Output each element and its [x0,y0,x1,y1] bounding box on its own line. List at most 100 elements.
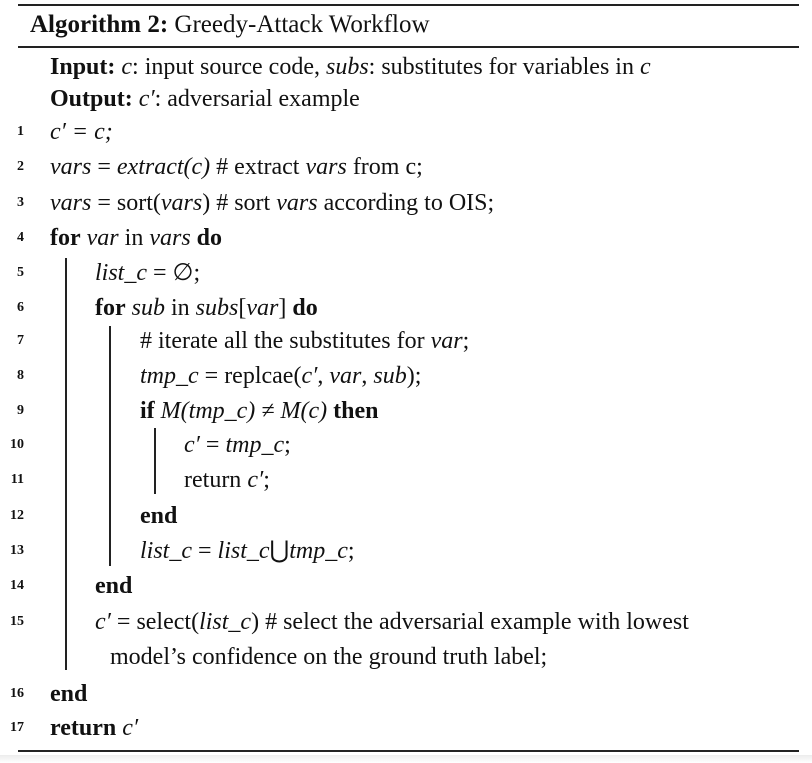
var-tmp-c: tmp_c [289,538,348,564]
keyword-then: then [333,398,379,424]
line-text: ; [284,432,291,458]
keyword-if: if [140,398,155,424]
algo-line-12: end [140,501,177,531]
indent-bar-for-subs [109,326,111,566]
comment-text: according to OIS; [317,190,495,216]
line-number: 1 [17,124,24,139]
caption-label: Algorithm 2: [30,11,169,38]
line-text: ; [263,467,270,493]
var-vars: vars [305,154,347,180]
keyword-do: do [196,225,223,251]
line-number: 13 [10,543,24,558]
algo-line-13: list_c = list_c⋃tmp_c; [140,536,355,566]
input-var-c2: c [639,54,651,80]
comment-text: model’s confidence on the ground truth l… [110,644,548,670]
line-number: 11 [10,472,24,487]
page-shadow [0,755,812,763]
var-c-prime: c′ [50,119,66,145]
keyword-end: end [140,503,178,529]
algo-line-3: vars = sort(vars) # sort vars according … [50,188,494,218]
union-operator: ⋃ [269,538,290,564]
var-sub: sub [373,363,407,389]
algo-line-4: for var in vars do [50,223,222,253]
algo-line-15: c′ = select(list_c) # select the adversa… [95,607,689,637]
algo-line-6: for sub in subs[var] do [95,293,318,323]
line-text: = [199,432,226,458]
output-var: c′ [138,86,155,112]
line-number: 4 [17,230,24,245]
var-vars: vars [276,190,318,216]
line-text: = c; [65,119,113,145]
var-vars: vars [160,190,203,216]
var-var: var [430,328,463,354]
fn-extract: extract [116,154,184,180]
line-text: ; [347,538,355,564]
line-text: ; [462,328,470,354]
comment-text: from c; [346,154,423,180]
line-text: return [184,467,248,493]
line-number: 3 [17,195,24,210]
var-tmp-c: tmp_c [140,363,199,389]
output-line: Output: c′: adversarial example [50,84,360,114]
line-number: 10 [10,437,24,452]
if-condition: M(tmp_c) ≠ M(c) [160,398,328,424]
algo-line-17: return c′ [50,713,138,743]
indent-bar-if [154,428,156,494]
var-c-prime: c′ [247,467,264,493]
input-var-subs: subs [325,54,369,80]
input-line: Input: c : input source code, subs: subst… [50,52,651,82]
line-number: 15 [10,614,24,629]
var-c-prime: c′ [122,715,139,741]
line-text: (c) [183,154,211,180]
algo-line-7: # iterate all the substitutes for var; [140,326,469,356]
keyword-do: do [292,295,318,321]
line-text: [ [238,295,247,321]
algorithm-block: Algorithm 2: Greedy-Attack Workflow Inpu… [10,0,799,763]
line-text: = ∅; [147,260,201,286]
var-list-c: list_c [95,260,147,286]
caption-title: Greedy-Attack Workflow [174,11,430,38]
line-number: 9 [17,403,24,418]
line-number: 6 [17,300,24,315]
caption-rule [18,46,799,48]
algo-line-2: vars = extract(c) # extract vars from c; [50,152,423,182]
line-text: = replcae( [198,363,302,389]
comment-text: # iterate all the substitutes for [140,328,431,354]
line-number: 17 [10,720,24,735]
keyword-end: end [95,573,133,599]
input-desc-2: : substitutes for variables in [368,54,640,80]
comment-text: # extract [210,154,306,180]
comment-text: ) # select the adversarial example with … [251,609,689,635]
line-text: = [192,538,218,564]
input-label: Input: [50,54,116,80]
var-subs: subs [195,295,239,321]
line-number: 12 [10,508,24,523]
keyword-return: return [50,715,117,741]
var-c-prime: c′ [95,609,111,635]
line-text: ); [406,363,422,389]
output-desc: : adversarial example [154,86,360,112]
var-vars: vars [50,190,92,216]
var-vars: vars [149,225,191,251]
line-number: 2 [17,159,24,174]
algo-line-9: if M(tmp_c) ≠ M(c) then [140,396,378,426]
line-number: 14 [10,578,24,593]
var-var: var [86,225,119,251]
var-list-c: list_c [199,609,252,635]
input-desc-1: : input source code, [132,54,326,80]
var-var: var [246,295,279,321]
line-text: in [165,295,196,321]
algo-line-11: return c′; [184,465,270,495]
output-label: Output: [50,86,133,112]
line-number: 7 [17,333,24,348]
line-text: ] [278,295,287,321]
line-text: , [317,363,330,389]
keyword-end: end [50,681,88,707]
line-text: ) [202,190,211,216]
keyword-for: for [95,295,126,321]
algo-line-5: list_c = ∅; [95,258,200,288]
var-tmp-c: tmp_c [225,432,285,458]
var-sub: sub [131,295,165,321]
bottom-rule [18,750,799,752]
line-number: 8 [17,368,24,383]
